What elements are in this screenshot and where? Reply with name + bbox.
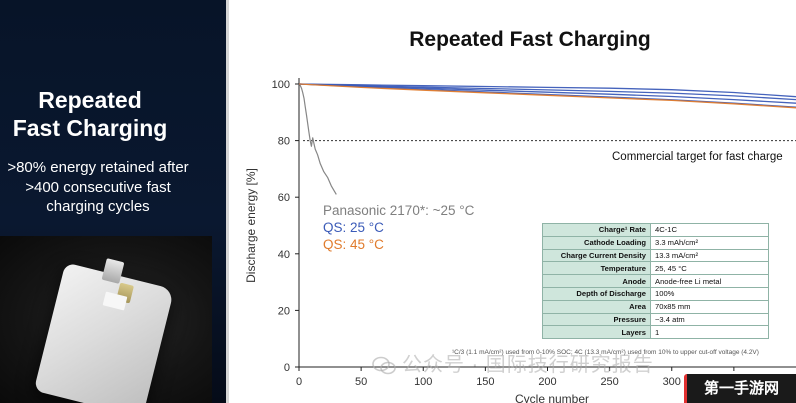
spec-key: Charge¹ Rate: [542, 223, 651, 237]
y-tick-label: 20: [278, 305, 290, 317]
spec-value: 70x85 mm: [650, 299, 769, 314]
watermark-text: 公众号 · 国际技行研究报告: [402, 354, 654, 376]
spec-value: ~3.4 atm: [650, 312, 769, 327]
y-tick-label: 40: [278, 249, 290, 261]
series-line: [298, 83, 337, 195]
panel-divider: [226, 0, 229, 403]
x-tick-label: 300: [663, 376, 681, 388]
legend-entry: QS: 45 °C: [323, 237, 384, 252]
x-tick-label: 50: [355, 376, 367, 388]
panel-title-line2: Fast Charging: [12, 115, 168, 141]
x-tick-label: 250: [600, 376, 618, 388]
spec-value: 1: [650, 325, 769, 340]
spec-table: Charge¹ Rate 4C-1C Cathode Loading 3.3 mAh/…: [542, 223, 769, 340]
spec-row: Area 70x85 mm: [542, 299, 769, 314]
x-tick-label: 150: [476, 376, 494, 388]
series-line: [298, 83, 796, 98]
legend-entry: Panasonic 2170*: ~25 °C: [323, 203, 475, 218]
spec-row: Anode Anode-free Li metal: [542, 274, 769, 288]
x-tick-label: 0: [296, 376, 302, 388]
spec-row: Layers 1: [542, 325, 769, 340]
spec-key: Depth of Discharge: [542, 286, 651, 301]
series-line: [298, 83, 796, 109]
series-line: [298, 83, 796, 101]
spec-value: 25, 45 °C: [650, 261, 769, 276]
panel-subtitle-line2: >400 consecutive fast: [25, 178, 171, 196]
y-tick-label: 0: [284, 362, 290, 374]
spec-key: Cathode Loading: [542, 235, 651, 250]
spec-value: 100%: [650, 286, 769, 301]
spec-key: Area: [542, 299, 651, 314]
panel-title: Repeated Fast Charging: [0, 86, 180, 142]
y-tick-label: 80: [278, 136, 290, 148]
wechat-icon: [372, 356, 396, 375]
discharge-energy-chart: 020406080100050100150200250300350Dischar…: [244, 78, 796, 403]
spec-key: Anode: [542, 274, 651, 288]
panel-title-line1: Repeated: [38, 87, 142, 113]
spec-row: Charge¹ Rate 4C-1C: [542, 223, 769, 237]
panel-subtitle-line3: charging cycles: [46, 198, 150, 215]
legend-entry: QS: 25 °C: [323, 220, 384, 235]
spec-row: Temperature 25, 45 °C: [542, 261, 769, 276]
y-tick-label: 60: [278, 192, 290, 204]
spec-value: 13.3 mA/cm²: [650, 248, 769, 263]
spec-key: Temperature: [542, 261, 651, 276]
spec-value: Anode-free Li metal: [650, 274, 769, 288]
battery-cell-photo: [0, 236, 212, 403]
x-axis-label: Cycle number: [515, 392, 589, 403]
watermark: 公众号 · 国际技行研究报告: [372, 348, 654, 377]
panel-subtitle-line1: >80% energy retained after: [7, 159, 189, 176]
pouch-cell: [33, 262, 175, 403]
spec-row: Depth of Discharge 100%: [542, 286, 769, 301]
chart-title: Repeated Fast Charging: [409, 28, 651, 51]
y-tick-label: 100: [272, 79, 290, 91]
spec-row: Cathode Loading 3.3 mAh/cm²: [542, 235, 769, 250]
spec-key: Pressure: [542, 312, 651, 327]
spec-value: 3.3 mAh/cm²: [650, 235, 769, 250]
series-line: [298, 83, 796, 104]
x-tick-label: 200: [538, 376, 556, 388]
site-logo[interactable]: 第一手游网: [684, 374, 796, 403]
panel-subtitle: >80% energy retained after >400 consecut…: [0, 158, 196, 217]
footnote: ¹C/3 (1.1 mA/cm²) used from 0-10% SOC; 4…: [452, 349, 759, 356]
spec-value: 4C-1C: [650, 223, 769, 237]
spec-row: Pressure ~3.4 atm: [542, 312, 769, 327]
spec-row: Charge Current Density 13.3 mA/cm²: [542, 248, 769, 263]
left-panel: Repeated Fast Charging >80% energy retai…: [0, 0, 226, 403]
spec-key: Charge Current Density: [542, 248, 651, 263]
x-tick-label: 100: [414, 376, 432, 388]
target-label: Commercial target for fast charge: [612, 151, 783, 163]
y-axis-label: Discharge energy [%]: [244, 168, 258, 283]
spec-key: Layers: [542, 325, 651, 340]
